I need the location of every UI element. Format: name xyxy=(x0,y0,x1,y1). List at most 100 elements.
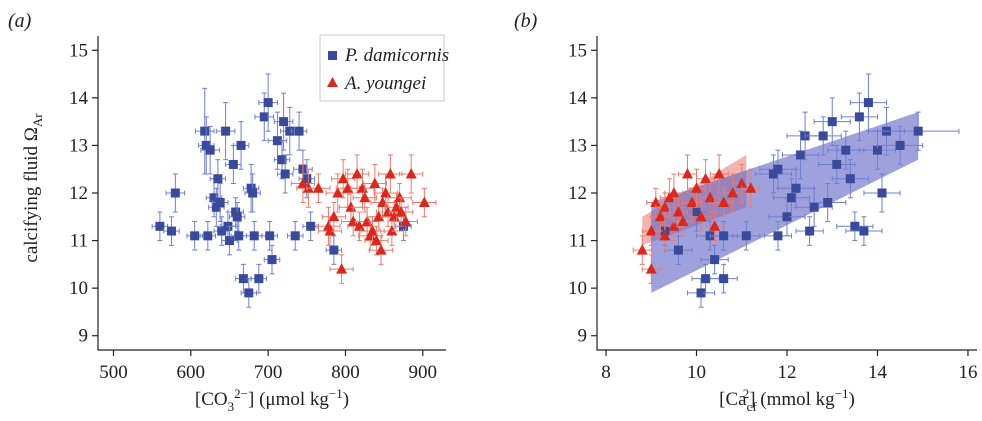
panel-b-point-p-damicornis xyxy=(809,182,847,223)
marker-square xyxy=(895,140,905,150)
legend-label-p-damicornis: P. damicornis xyxy=(344,45,449,66)
panel-a-xlabel: [CO32−] (μmol kg−1) xyxy=(195,386,349,414)
panel-a-point-p-damicornis xyxy=(286,221,304,251)
panel-b-point-p-damicornis xyxy=(863,173,901,213)
panel-a-point-p-damicornis xyxy=(228,202,246,232)
panel-b-point-a-youngei xyxy=(641,216,661,246)
marker-square xyxy=(211,202,221,212)
marker-square xyxy=(791,183,801,193)
panel-a-ticks: 500 600 700 800 900 9 10 11 12 13 14 15 xyxy=(69,40,437,383)
panel-b-point-p-damicornis xyxy=(858,130,897,170)
panel-b-xlabel: [Cacf2] (mmol kg−1) xyxy=(719,386,855,414)
marker-square xyxy=(285,126,295,136)
panel-a-point-p-damicornis xyxy=(211,182,229,223)
panel-a-point-a-youngei xyxy=(316,206,341,246)
panel-b-point-p-damicornis xyxy=(732,221,761,251)
marker-square xyxy=(248,188,258,198)
marker-triangle xyxy=(384,167,396,179)
marker-square xyxy=(877,188,887,198)
panel-a-point-p-damicornis xyxy=(200,125,220,175)
panel-a-ylabel: calcifying fluid ΩAr xyxy=(21,113,45,263)
marker-square xyxy=(246,183,256,193)
marker-square xyxy=(329,245,339,255)
panel-b-point-p-damicornis xyxy=(709,263,738,294)
marker-square xyxy=(279,117,289,127)
panel-b-point-p-damicornis xyxy=(827,130,865,170)
marker-square xyxy=(841,145,851,155)
panel-b-point-a-youngei xyxy=(673,206,693,237)
panel-b-ticks: 8 10 12 14 16 9 10 11 12 13 14 15 xyxy=(568,40,977,383)
marker-triangle xyxy=(345,201,357,212)
panel-b-point-p-damicornis xyxy=(777,168,815,208)
marker-triangle xyxy=(713,167,725,179)
marker-square xyxy=(224,236,234,246)
panel-a: (a) calcifying fluid ΩAr 500 600 700 800 900… xyxy=(8,10,449,414)
panel-a-axes xyxy=(97,36,446,351)
marker-square xyxy=(710,255,720,265)
panel-b-point-p-damicornis xyxy=(763,221,793,251)
marker-triangle xyxy=(382,206,394,217)
marker-square xyxy=(913,126,923,136)
legend-label-a-youngei: A. youngei xyxy=(343,73,426,94)
panel-b-point-a-youngei xyxy=(700,182,720,213)
panel-b-point-p-damicornis xyxy=(876,125,924,165)
panel-b-ytick-label: 14 xyxy=(568,88,588,109)
panel-a-point-a-youngei xyxy=(306,173,331,204)
marker-square xyxy=(818,131,828,141)
panel-b-label: (b) xyxy=(514,10,538,32)
marker-square xyxy=(170,188,180,198)
marker-square xyxy=(787,193,797,203)
marker-triangle xyxy=(659,201,671,212)
marker-triangle xyxy=(336,263,348,274)
marker-square xyxy=(859,226,869,236)
marker-square xyxy=(209,193,219,203)
marker-square xyxy=(832,159,842,169)
panel-a-point-p-damicornis xyxy=(250,263,268,294)
marker-square xyxy=(234,231,244,241)
panel-a-point-p-damicornis xyxy=(221,225,238,256)
marker-triangle xyxy=(668,187,680,198)
marker-square xyxy=(213,174,223,184)
marker-triangle xyxy=(405,167,417,179)
panel-a-point-a-youngei xyxy=(373,173,398,213)
marker-triangle xyxy=(686,196,698,208)
panel-a-point-p-damicornis xyxy=(194,87,215,175)
marker-square xyxy=(673,245,683,255)
marker-square xyxy=(244,288,254,298)
panel-a-ytick-label: 10 xyxy=(69,278,88,299)
panel-a-point-p-damicornis xyxy=(244,173,261,213)
panel-b-point-p-damicornis xyxy=(795,216,824,246)
marker-triangle xyxy=(337,172,349,184)
marker-triangle xyxy=(297,177,309,188)
marker-square xyxy=(719,231,729,241)
panel-a-point-a-youngei xyxy=(290,163,316,204)
marker-square xyxy=(692,207,702,217)
marker-triangle xyxy=(394,191,406,203)
marker-triangle xyxy=(373,210,385,222)
panel-b-point-p-damicornis xyxy=(804,116,842,156)
panel-a-ytick-label: 14 xyxy=(69,88,89,109)
marker-square xyxy=(827,117,837,127)
marker-square xyxy=(265,231,275,241)
legend-marker-square xyxy=(328,51,337,60)
marker-square xyxy=(805,226,815,236)
marker-square xyxy=(215,198,225,208)
marker-square xyxy=(290,231,300,241)
marker-triangle xyxy=(700,172,712,184)
panel-b-point-p-damicornis xyxy=(781,130,820,180)
marker-triangle xyxy=(302,182,314,193)
marker-square xyxy=(259,112,269,122)
panel-b-point-a-youngei xyxy=(705,211,725,242)
marker-square xyxy=(231,207,241,217)
panel-b-point-p-damicornis xyxy=(754,154,793,194)
panel-b-point-a-youngei xyxy=(641,254,661,284)
panel-b-point-a-youngei xyxy=(691,202,711,232)
marker-square xyxy=(221,126,231,136)
panel-a-point-a-youngei xyxy=(362,163,387,204)
marker-square xyxy=(217,226,227,236)
marker-triangle xyxy=(312,182,324,193)
panel-a-point-p-damicornis xyxy=(240,278,258,308)
panel-b-xtick-label: 14 xyxy=(868,362,888,383)
marker-square xyxy=(232,212,242,222)
panel-b: (b) 8 10 12 14 16 9 10 11 12 13 14 15 [Cacf2] (mmol… xyxy=(514,10,977,414)
